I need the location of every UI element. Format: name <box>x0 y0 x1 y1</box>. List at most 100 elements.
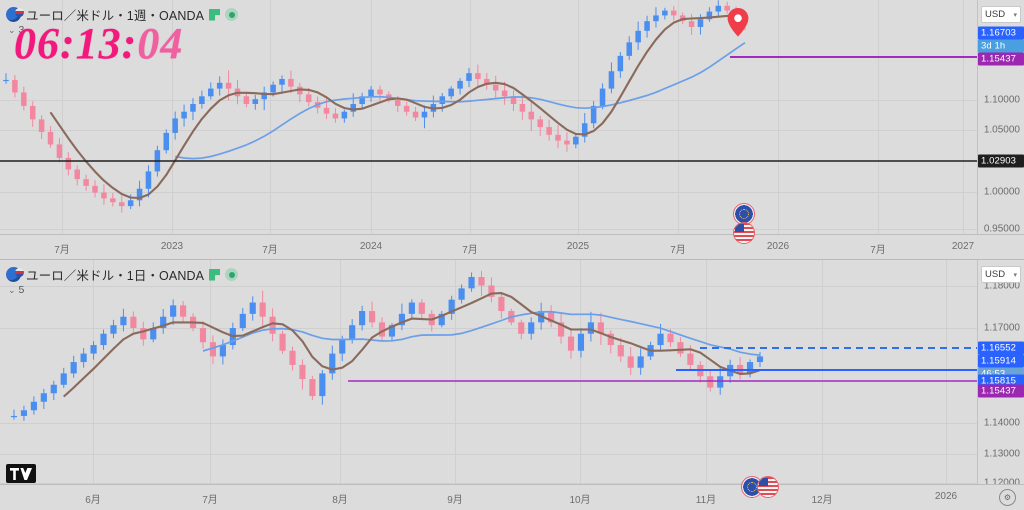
time-axis-tick: 9月 <box>447 495 463 506</box>
time-axis-tick: 11月 <box>695 495 717 506</box>
price-axis-weekly[interactable]: USD ▾ 1.10000 1.05000 1.00000 0.95000 1.1670… <box>977 0 1024 260</box>
time-axis-tick: 7月 <box>870 245 886 256</box>
price-tag[interactable]: 1.15437 <box>978 52 1024 66</box>
grid-line-horizontal <box>0 483 978 484</box>
time-axis-tick: 2027 <box>951 241 975 252</box>
grid-line-vertical <box>678 0 679 234</box>
currency-select-weekly[interactable]: USD ▾ <box>981 6 1021 23</box>
grid-line-horizontal <box>0 328 978 329</box>
time-axis-tick: 7月 <box>262 245 278 256</box>
pane-weekly[interactable]: ユーロ／米ドル・1週・OANDA ⌄ 3 06:13:04 USD ▾ 1.10… <box>0 0 1024 260</box>
grid-line-vertical <box>580 260 581 484</box>
chevron-down-icon[interactable]: ⌄ <box>8 284 16 295</box>
price-axis-tick: 1.12000 <box>983 477 1020 489</box>
timer-minutes: 13 <box>75 19 122 68</box>
time-axis-tick: 7月 <box>670 245 686 256</box>
currency-value-daily: USD <box>985 269 1006 280</box>
location-pin-marker[interactable] <box>727 8 749 37</box>
price-axis-tick: 0.95000 <box>983 223 1020 235</box>
price-tag[interactable]: 3d 1h <box>978 39 1024 53</box>
time-axis-tick: 12月 <box>811 495 833 506</box>
price-axis-daily[interactable]: USD ▾ 1.18000 1.17000 1.14000 1.13000 1.1200… <box>977 260 1024 510</box>
price-tag[interactable]: 1.15815 <box>978 374 1024 388</box>
price-axis-tick: 1.17000 <box>983 322 1020 334</box>
price-tag[interactable]: 1.16703 <box>978 26 1024 40</box>
indicator-legend-daily[interactable]: ⌄ 5 <box>8 284 24 296</box>
price-axis-tick: 1.13000 <box>983 448 1020 460</box>
indicator-count-weekly: 3 <box>18 24 25 36</box>
grid-line-vertical <box>946 260 947 484</box>
currency-value-weekly: USD <box>985 9 1006 20</box>
currency-select-daily[interactable]: USD ▾ <box>981 266 1021 283</box>
time-axis-tick: 2026 <box>934 491 958 502</box>
grid-line-vertical <box>822 260 823 484</box>
indicator-legend-weekly[interactable]: ⌄ 3 <box>8 24 24 36</box>
timer-hours: 06 <box>14 19 60 68</box>
grid-line-vertical <box>963 0 964 234</box>
green-dot-icon[interactable] <box>225 8 239 21</box>
time-axis-tick: 2023 <box>160 241 184 252</box>
pane-divider[interactable] <box>0 259 1024 260</box>
grid-line-vertical <box>778 0 779 234</box>
green-dot-icon[interactable] <box>225 268 239 281</box>
price-axis-tick: 1.18000 <box>983 280 1020 292</box>
price-tag[interactable]: 1.16552 <box>978 341 1024 355</box>
symbol-title-weekly[interactable]: ユーロ／米ドル・1週・OANDA <box>26 9 205 23</box>
price-axis-tick: 1.05000 <box>983 124 1020 136</box>
indicator-count-daily: 5 <box>18 284 25 296</box>
grid-line-vertical <box>371 0 372 234</box>
price-axis-tick: 1.00000 <box>983 186 1020 198</box>
price-axis-tick: 1.10000 <box>983 94 1020 106</box>
symbol-title-daily[interactable]: ユーロ／米ドル・1日・OANDA <box>26 269 205 283</box>
time-axis-daily[interactable]: 6月 7月 8月 9月 10月 11月 12月 2026 <box>0 484 1024 510</box>
grid-line-vertical <box>172 0 173 234</box>
grid-line-vertical <box>706 260 707 484</box>
chevron-down-icon: ▾ <box>1013 271 1017 279</box>
price-tag[interactable]: 1.15437 <box>978 384 1024 398</box>
plot-area-daily[interactable] <box>0 260 978 510</box>
grid-line-horizontal <box>0 454 978 455</box>
pane-daily[interactable]: ユーロ／米ドル・1日・OANDA ⌄ 5 USD ▾ 1.18000 1.1700… <box>0 260 1024 510</box>
chevron-down-icon[interactable]: ⌄ <box>8 24 16 35</box>
time-axis-tick: 2025 <box>566 241 590 252</box>
time-axis-tick: 7月 <box>462 245 478 256</box>
tradingview-logo[interactable] <box>6 464 36 483</box>
us-flag-badge-daily[interactable] <box>757 476 779 498</box>
grid-line-vertical <box>210 260 211 484</box>
grid-line-horizontal <box>0 229 978 230</box>
grid-line-vertical <box>878 0 879 234</box>
plot-area-weekly[interactable] <box>0 0 978 260</box>
time-axis-tick: 7月 <box>54 245 70 256</box>
price-series <box>10 270 978 421</box>
time-axis-tick: 10月 <box>569 495 591 506</box>
timer-sep-1: : <box>60 19 76 68</box>
gear-icon[interactable]: ⚙ <box>999 489 1016 506</box>
time-axis-weekly[interactable]: 7月 2023 7月 2024 7月 2025 7月 2026 7月 2027 <box>0 234 1024 260</box>
grid-line-vertical <box>470 0 471 234</box>
grid-line-vertical <box>62 0 63 234</box>
grid-line-vertical <box>455 260 456 484</box>
symbol-header-weekly[interactable]: ユーロ／米ドル・1週・OANDA <box>6 5 239 24</box>
time-axis-tick: 7月 <box>202 495 218 506</box>
price-tag[interactable]: 1.02903 <box>978 154 1024 168</box>
symbol-logo-icon <box>6 7 24 22</box>
grid-line-horizontal <box>0 423 978 424</box>
symbol-header-daily[interactable]: ユーロ／米ドル・1日・OANDA <box>6 265 239 284</box>
us-flag-badge-weekly[interactable] <box>733 222 755 244</box>
timer-sep-2: : <box>121 19 138 68</box>
chevron-down-icon: ▾ <box>1013 11 1017 19</box>
price-axis-tick: 1.14000 <box>983 417 1020 429</box>
symbol-logo-icon <box>6 267 24 282</box>
time-axis-tick: 6月 <box>85 495 101 506</box>
time-axis-tick: 2026 <box>766 241 790 252</box>
price-series <box>0 0 978 213</box>
grid-line-vertical <box>578 0 579 234</box>
grid-line-vertical <box>270 0 271 234</box>
grid-line-vertical <box>93 260 94 484</box>
countdown-timer-overlay: 06:13:04 <box>14 22 183 66</box>
green-square-icon[interactable] <box>209 268 221 281</box>
price-tag[interactable]: 1.15914 <box>978 354 1024 368</box>
green-square-icon[interactable] <box>209 8 221 21</box>
time-axis-tick: 8月 <box>332 495 348 506</box>
